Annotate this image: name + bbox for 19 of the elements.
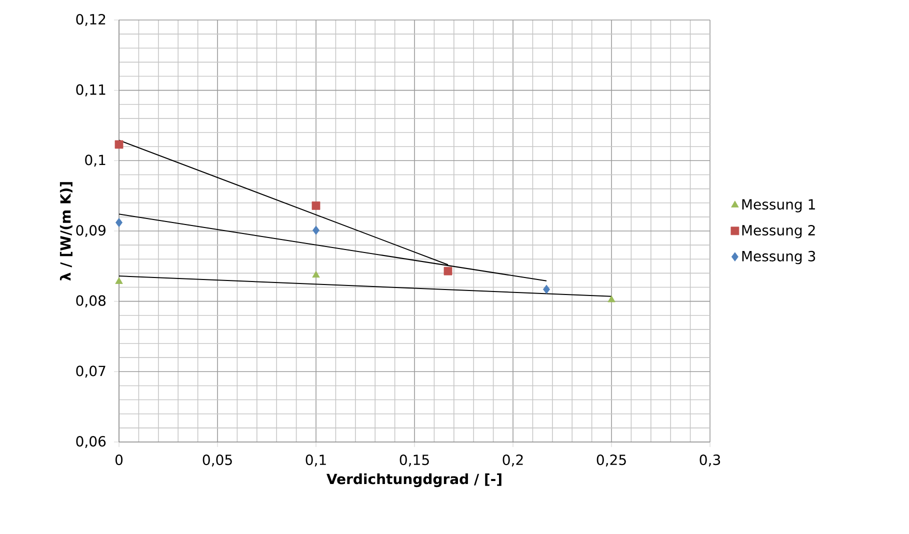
x-tick-label: 0,05 [202, 454, 232, 467]
y-tick-label: 0,08 [76, 295, 106, 308]
y-tick-label: 0,12 [76, 14, 106, 26]
x-tick-label: 0,1 [306, 454, 326, 467]
y-tick-label: 0,06 [76, 436, 106, 448]
y-axis-title: λ / [W/(m K)] [60, 182, 72, 281]
legend-label: Messung 1 [742, 199, 815, 212]
x-axis-title: Verdichtungdgrad / [-] [326, 473, 502, 488]
y-tick-label: 0,09 [76, 224, 106, 238]
y-tick-label: 0,07 [76, 366, 106, 378]
legend-label: Messung 3 [742, 250, 816, 264]
x-tick-label: 0,3 [700, 454, 720, 467]
legend-label: Messung 2 [742, 224, 815, 238]
x-tick-label: 0 [115, 454, 123, 466]
y-tick-label: 0,11 [76, 84, 106, 96]
x-tick-label: 0,25 [596, 454, 626, 467]
x-tick-label: 0,15 [400, 454, 429, 467]
x-tick-label: 0,2 [502, 454, 523, 467]
y-tick-label: 0,1 [85, 154, 106, 167]
